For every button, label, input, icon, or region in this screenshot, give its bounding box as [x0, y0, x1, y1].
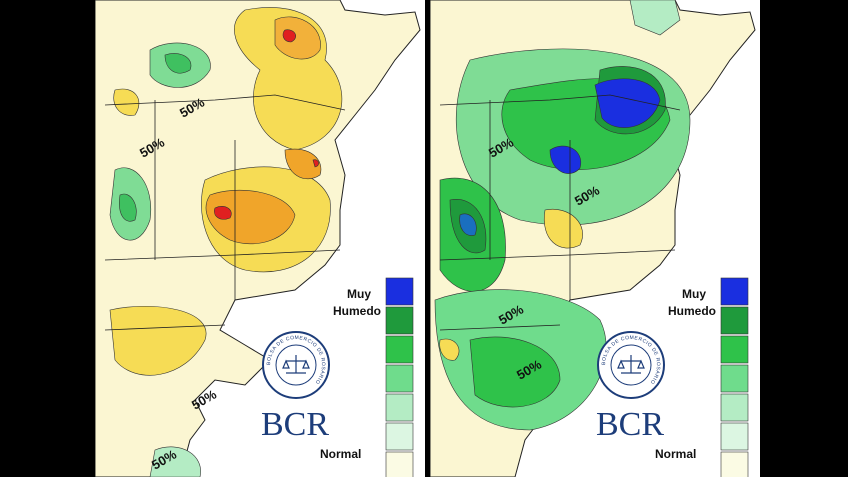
- legend-swatch: [385, 306, 414, 335]
- rainfall-zone: [214, 206, 232, 220]
- legend-swatch: [720, 393, 749, 422]
- rainfall-zone: [119, 193, 137, 222]
- rainfall-zone: [459, 213, 477, 236]
- legend-swatch: [385, 364, 414, 393]
- rainfall-zone: [284, 148, 322, 180]
- province-border: [104, 324, 226, 331]
- rainfall-zone: [205, 189, 296, 245]
- legend-label: Muy: [347, 287, 371, 301]
- legend-label: Normal: [320, 447, 361, 461]
- legend-swatch: [385, 422, 414, 451]
- legend-swatch: [385, 277, 414, 306]
- province-border: [439, 324, 561, 331]
- legend-swatch: [720, 335, 749, 364]
- map-panel: 50%50%50%50%BOLSA DE COMERCIO DE ROSARIO…: [95, 0, 425, 477]
- rainfall-zone: [469, 336, 561, 408]
- legend-swatch: [720, 422, 749, 451]
- map-panel: 50%50%50%50%BOLSA DE COMERCIO DE ROSARIO…: [430, 0, 760, 477]
- legend-swatch: [720, 306, 749, 335]
- legend-label: Humedo: [333, 304, 381, 318]
- rainfall-zone: [282, 29, 296, 43]
- logo-emblem: [617, 355, 645, 374]
- rainfall-zone: [113, 88, 140, 116]
- rainfall-zone: [594, 78, 661, 128]
- logo-emblem: [282, 355, 310, 374]
- legend-label: Muy: [682, 287, 706, 301]
- logo: BOLSA DE COMERCIO DE ROSARIO: [262, 331, 330, 399]
- rainfall-zone: [543, 208, 583, 249]
- province-border: [439, 94, 681, 111]
- legend-swatch: [385, 451, 414, 477]
- province-border: [104, 94, 346, 111]
- legend-label: Humedo: [668, 304, 716, 318]
- logo-inner: [610, 344, 652, 386]
- rainfall-zone: [164, 53, 192, 74]
- legend-swatch: [720, 364, 749, 393]
- legend-swatch: [720, 277, 749, 306]
- rainfall-zone: [439, 338, 460, 361]
- rainfall-zone: [629, 0, 681, 36]
- rainfall-zone: [549, 145, 582, 174]
- legend-swatch: [720, 451, 749, 477]
- rainfall-zone: [109, 305, 207, 376]
- legend-label: Normal: [655, 447, 696, 461]
- legend-swatch: [385, 393, 414, 422]
- rainfall-zone: [312, 159, 319, 168]
- logo: BOLSA DE COMERCIO DE ROSARIO: [597, 331, 665, 399]
- rainfall-zone: [274, 16, 321, 60]
- legend-swatch: [385, 335, 414, 364]
- brand: BCR: [261, 406, 329, 443]
- logo-inner: [275, 344, 317, 386]
- brand: BCR: [596, 406, 664, 443]
